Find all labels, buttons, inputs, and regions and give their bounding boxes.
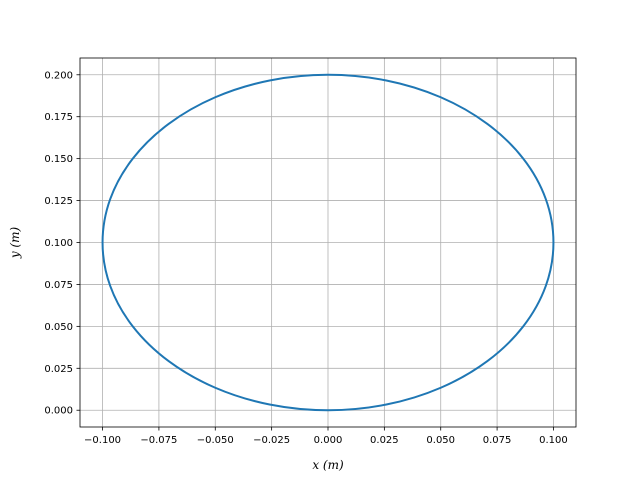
- y-tick-label: 0.075: [44, 280, 73, 291]
- x-axis-label: x (m): [312, 458, 344, 472]
- series-line-0: [101, 73, 555, 412]
- series-layer: [101, 73, 555, 412]
- y-tick-label: 0.025: [44, 364, 73, 375]
- x-tick-label: −0.050: [197, 435, 234, 446]
- x-tick-label: 0.075: [483, 435, 512, 446]
- x-tick-label: −0.025: [253, 435, 290, 446]
- x-tick-label: 0.000: [314, 435, 343, 446]
- y-axis-label: y (m): [8, 227, 22, 260]
- y-tick-label: 0.125: [44, 196, 73, 207]
- x-tick-label: −0.075: [140, 435, 177, 446]
- ticks: −0.100 −0.075 −0.050 −0.025 0.000 0.025 0.050 0…: [44, 70, 567, 446]
- x-tick-label: 0.050: [426, 435, 455, 446]
- y-tick-label: 0.000: [44, 406, 73, 417]
- y-tick-label: 0.100: [44, 238, 73, 249]
- y-tick-label: 0.175: [44, 112, 73, 123]
- x-tick-label: 0.100: [539, 435, 568, 446]
- y-tick-label: 0.200: [44, 70, 73, 81]
- y-tick-label: 0.050: [44, 322, 73, 333]
- x-tick-label: 0.025: [370, 435, 399, 446]
- x-tick-label: −0.100: [84, 435, 121, 446]
- y-tick-label: 0.150: [44, 154, 73, 165]
